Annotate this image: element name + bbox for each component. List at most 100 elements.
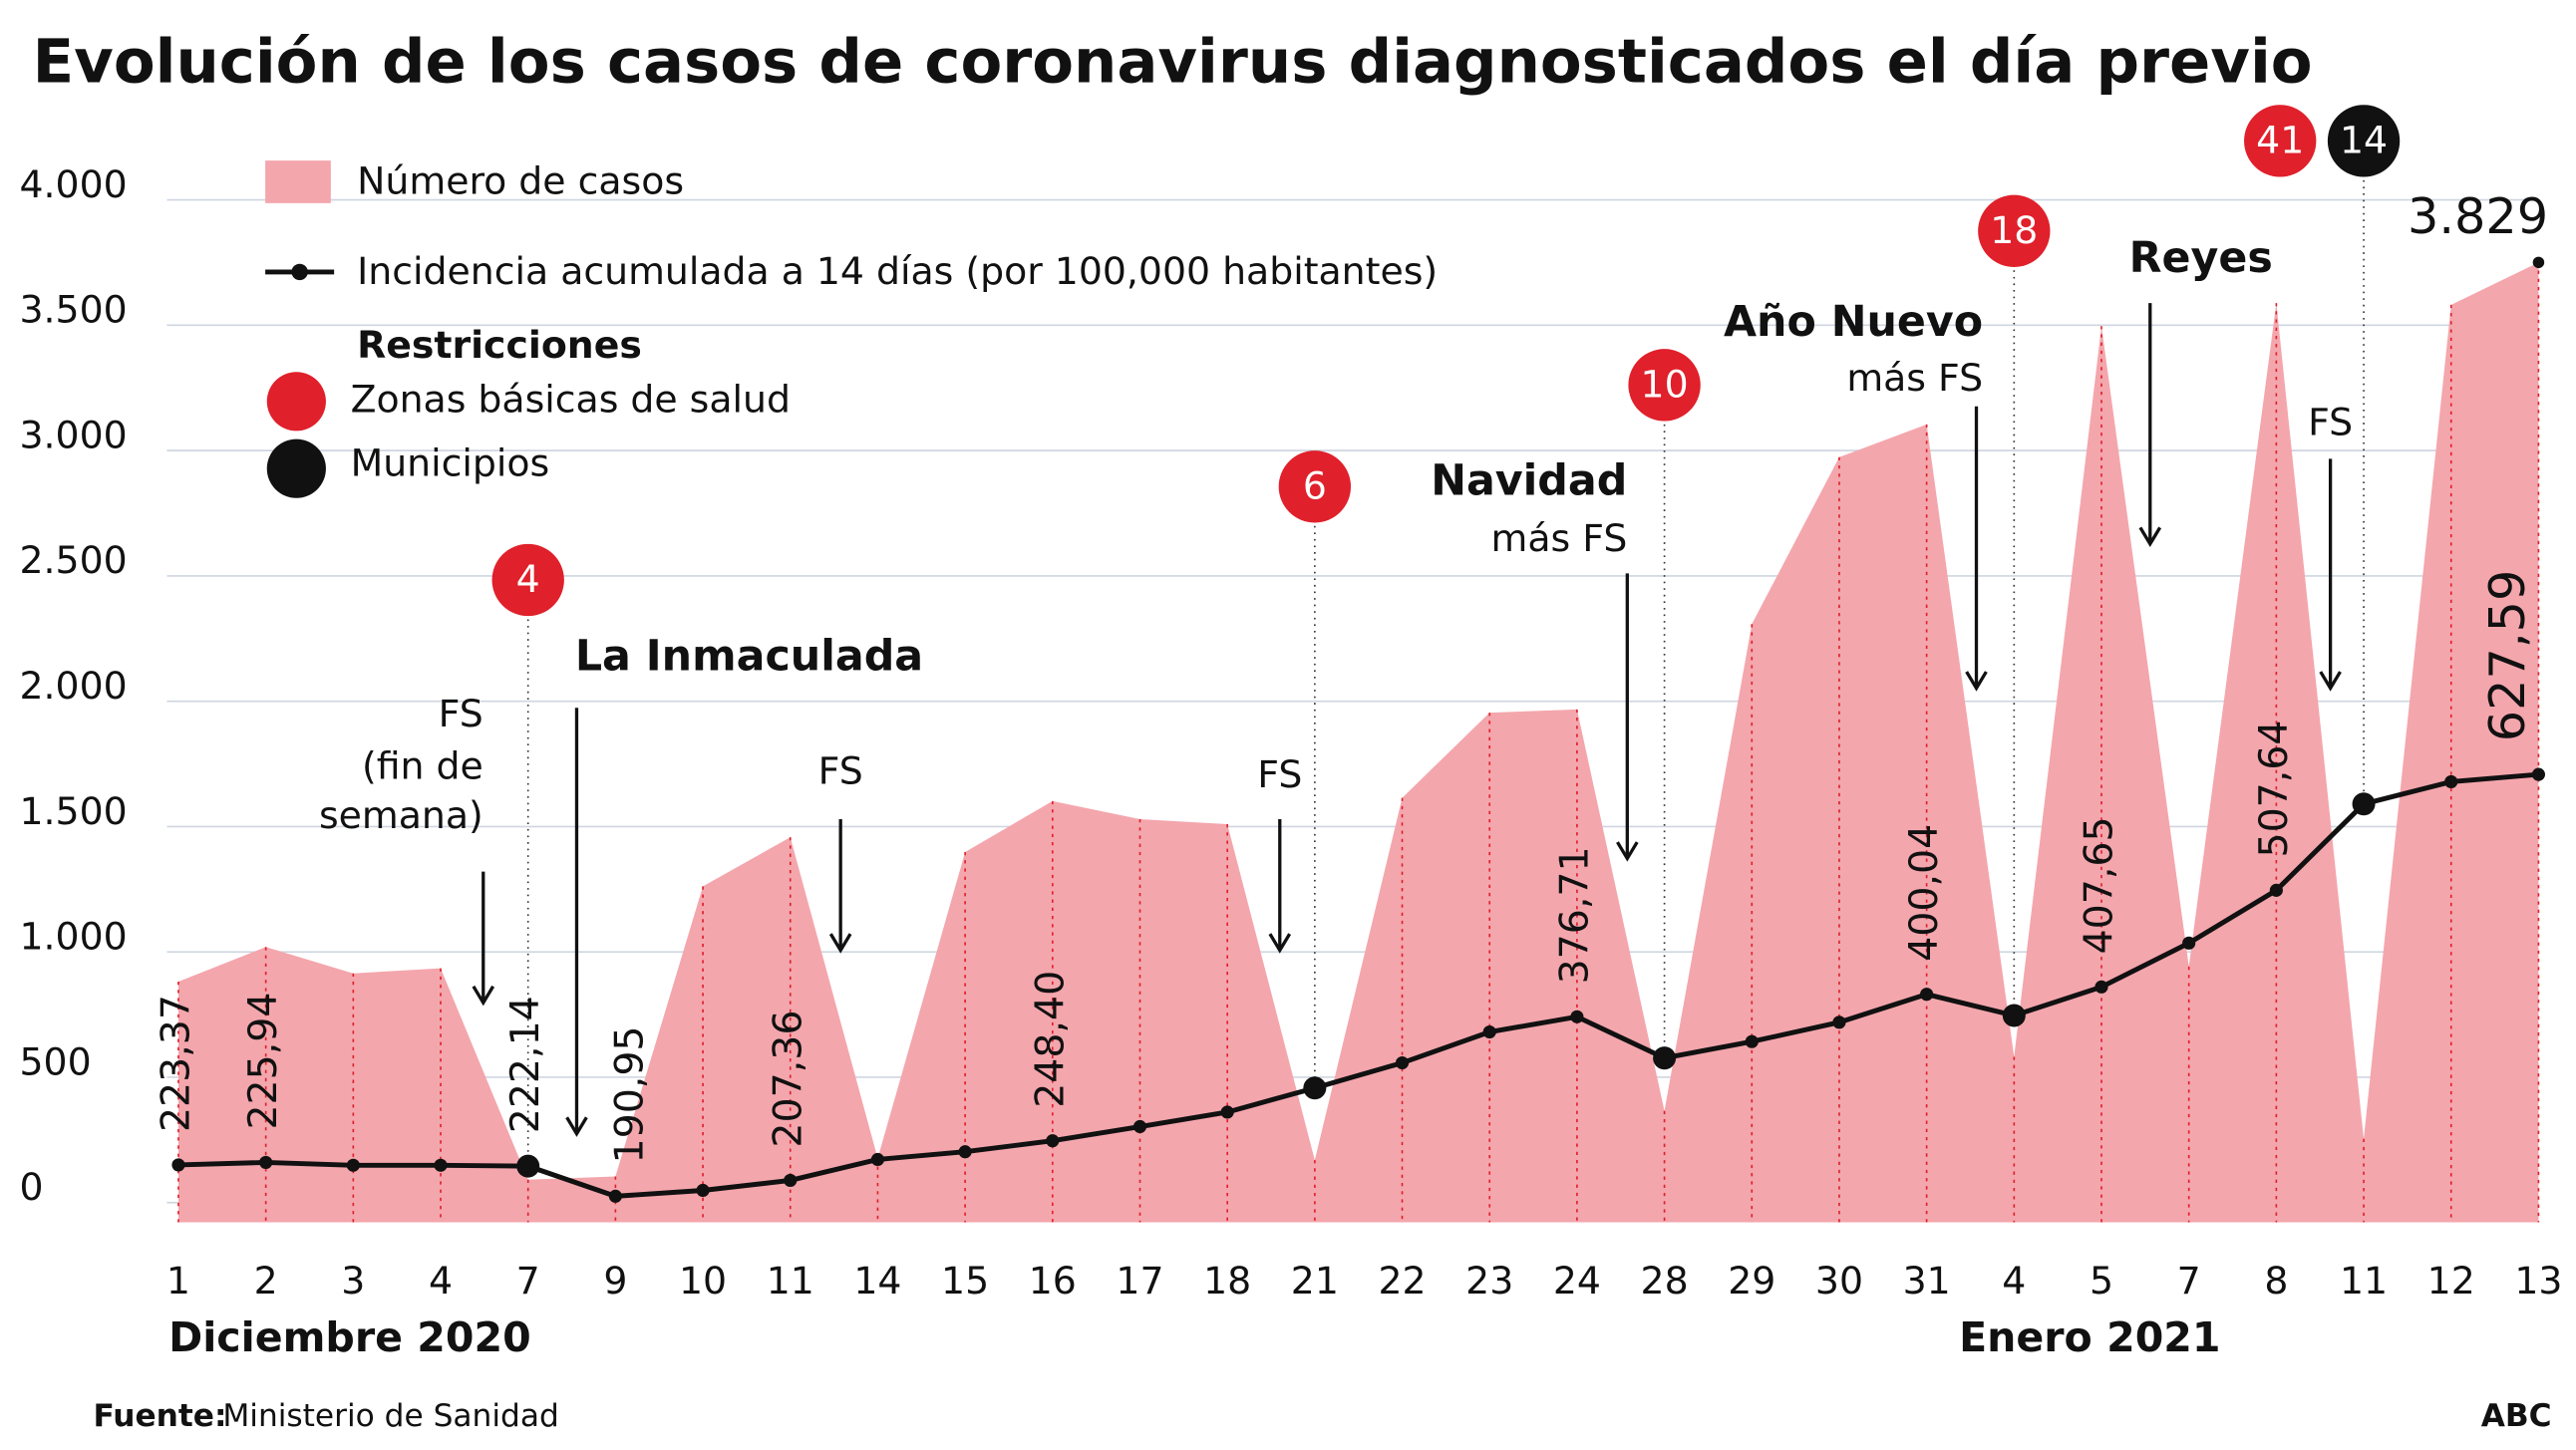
value-label: 225,94: [240, 993, 286, 1130]
point: [2444, 774, 2458, 789]
point: [958, 1145, 972, 1159]
point: [2269, 883, 2283, 897]
month-label: Diciembre 2020: [168, 1313, 531, 1361]
value-label: 223,37: [153, 995, 198, 1132]
value-label: 190,95: [606, 1025, 652, 1163]
area: [177, 262, 2539, 1223]
value-label: 507,64: [2251, 720, 2297, 857]
point: [696, 1183, 710, 1198]
x-tick-label: 7: [2177, 1259, 2201, 1303]
annotation: más FS: [1491, 516, 1628, 560]
badge-label: 41: [2256, 119, 2304, 162]
value-label: 222,14: [502, 996, 548, 1133]
value-label: 248,40: [1027, 971, 1073, 1108]
annotation: Año Nuevo: [1724, 297, 1983, 347]
legend-swatch: [291, 263, 308, 281]
point: [1132, 1119, 1147, 1134]
x-tick-label: 13: [2514, 1259, 2562, 1303]
point: [1653, 1046, 1677, 1070]
point: [2531, 767, 2545, 781]
badge-label: 10: [1641, 363, 1689, 407]
point: [1570, 1010, 1584, 1023]
arrow-head: [565, 1116, 588, 1137]
annotation: Navidad: [1431, 456, 1627, 506]
point: [1832, 1015, 1846, 1029]
value-label: 407,65: [2077, 816, 2122, 954]
arrow-head: [472, 985, 495, 1007]
badge: [1278, 450, 1352, 523]
legend-label: Zonas básicas de salud: [351, 377, 791, 421]
x-tick-label: 23: [1465, 1259, 1513, 1303]
x-tick-label: 12: [2427, 1259, 2475, 1303]
annotation: FS: [439, 692, 483, 735]
annotation: La Inmaculada: [575, 631, 923, 681]
annotation: Reyes: [2129, 233, 2273, 283]
x-tick-label: 9: [603, 1259, 627, 1303]
y-tick-label: 2.000: [19, 664, 127, 708]
source-label: Fuente:: [93, 1398, 226, 1434]
value-label: 400,04: [1901, 824, 1947, 962]
annotation: FS: [2308, 400, 2353, 443]
arrow-head: [2319, 671, 2342, 692]
badge-label: 6: [1303, 463, 1327, 507]
value-label: 627,59: [2478, 570, 2536, 742]
x-tick-label: 10: [679, 1259, 727, 1303]
legend-swatch: [266, 438, 326, 498]
point: [784, 1173, 798, 1188]
x-tick-label: 18: [1203, 1259, 1251, 1303]
x-tick-label: 2: [254, 1259, 278, 1303]
x-tick-label: 24: [1553, 1259, 1601, 1303]
x-tick-label: 21: [1291, 1259, 1339, 1303]
x-tick-label: 8: [2264, 1259, 2288, 1303]
y-tick-label: 3.000: [19, 413, 127, 456]
point: [1920, 988, 1934, 1002]
badge: [1978, 194, 2051, 267]
x-tick-label: 4: [2002, 1259, 2026, 1303]
arrow-head: [1616, 841, 1639, 862]
point: [2002, 1004, 2026, 1027]
point: [2094, 980, 2108, 994]
x-tick-label: 17: [1116, 1259, 1163, 1303]
line: [177, 771, 2539, 1199]
x-tick-label: 28: [1641, 1259, 1689, 1303]
point: [2532, 256, 2545, 269]
x-tick-label: 7: [516, 1259, 540, 1303]
point: [1303, 1076, 1327, 1100]
legend-label: Incidencia acumulada a 14 días (por 100,…: [357, 249, 1438, 293]
point: [259, 1155, 273, 1170]
point: [171, 1158, 185, 1172]
x-tick-label: 11: [2340, 1259, 2388, 1303]
x-tick-label: 4: [429, 1259, 453, 1303]
value-label: 376,71: [1551, 846, 1597, 984]
legend-label: Municipios: [351, 440, 550, 484]
x-tick-label: 29: [1728, 1259, 1775, 1303]
point: [2352, 792, 2376, 816]
annotation: FS: [818, 749, 863, 793]
point: [1220, 1105, 1234, 1119]
y-tick-label: 3.500: [19, 288, 127, 332]
annotation: más FS: [1846, 356, 1983, 400]
point: [1482, 1024, 1496, 1039]
x-tick-label: 14: [853, 1259, 901, 1303]
y-tick-label: 4.000: [19, 162, 127, 206]
y-tick-label: 1.000: [19, 915, 127, 959]
point: [516, 1154, 540, 1178]
y-tick-label: 1.500: [19, 789, 127, 833]
x-tick-label: 22: [1378, 1259, 1426, 1303]
badge: [2327, 105, 2401, 177]
annotation: (fin de: [362, 744, 483, 788]
arrow-head: [1268, 933, 1292, 954]
badge: [491, 543, 564, 617]
legend-title: Restricciones: [357, 323, 642, 367]
arrow-head: [1965, 671, 1988, 692]
annotation: FS: [1257, 752, 1302, 796]
value-label: 207,36: [765, 1011, 810, 1148]
badge-label: 4: [516, 557, 540, 601]
badge: [1628, 349, 1701, 422]
x-tick-label: 1: [166, 1259, 190, 1303]
x-tick-label: 16: [1029, 1259, 1077, 1303]
source: Ministerio de Sanidad: [222, 1398, 558, 1434]
y-tick-label: 500: [19, 1039, 91, 1083]
point: [1395, 1055, 1410, 1070]
